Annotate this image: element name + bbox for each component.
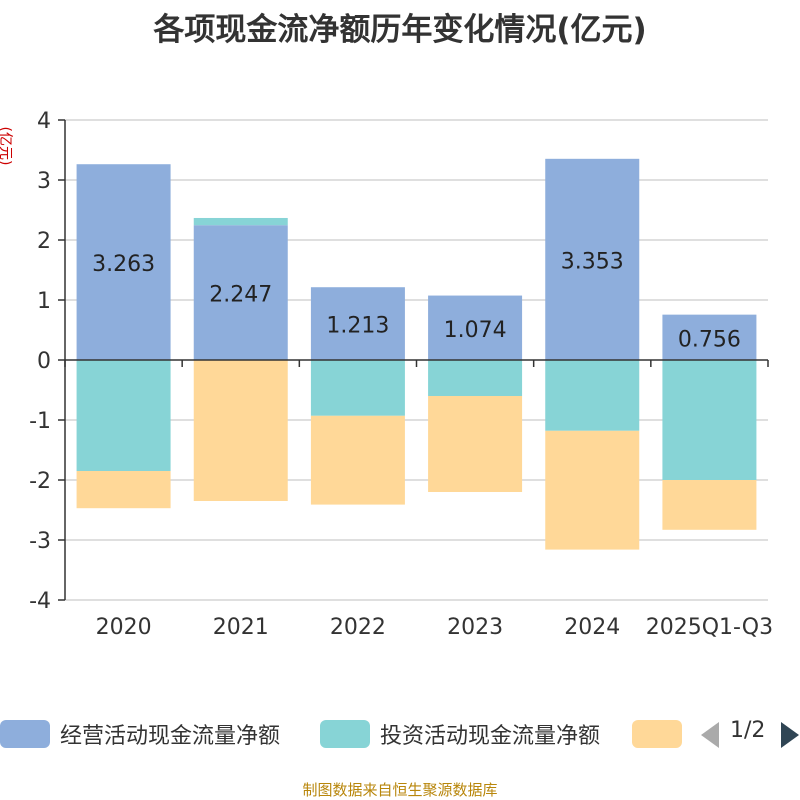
bar-series0-2023 [428, 295, 523, 360]
x-tick-label-2021: 2021 [213, 615, 269, 640]
bar-series2-2020 [76, 471, 171, 509]
bar-series2-2023 [428, 396, 523, 492]
bar-series1-2020 [76, 360, 171, 471]
data-label-2021: 2.247 [209, 283, 272, 308]
y-tick-label: -1 [29, 409, 51, 434]
data-label-2023: 1.074 [444, 318, 507, 343]
data-label-2025Q1-Q3: 0.756 [678, 327, 741, 352]
y-tick-label: -3 [29, 529, 51, 554]
bar-series0-2025Q1-Q3 [662, 314, 757, 360]
x-tick-label-2023: 2023 [447, 615, 503, 640]
legend-label-operating: 经营活动现金流量净额 [60, 724, 281, 749]
legend-swatch-financing [632, 720, 682, 748]
bar-series1-2021 [193, 217, 288, 226]
bar-chart: 4 3 2 1 0 -1 -2 -3 -4 2020 2021 2022 2023 2024 2025Q1-… [29, 109, 773, 640]
bar-series2-2022 [310, 415, 405, 505]
y-tick-label: 0 [37, 349, 51, 374]
bar-series2-2025Q1-Q3 [662, 480, 757, 530]
bar-series0-2020 [76, 164, 171, 360]
x-tick-label-2020: 2020 [96, 615, 152, 640]
data-label-2024: 3.353 [561, 249, 624, 274]
legend-swatch-operating [0, 720, 50, 748]
legend-label-investing: 投资活动现金流量净额 [380, 724, 601, 749]
data-source-note: 制图数据来自恒生聚源数据库 [302, 781, 498, 799]
y-tick-label: -4 [29, 589, 51, 614]
bar-series0-2021 [193, 225, 288, 360]
data-label-2020: 3.263 [92, 252, 155, 277]
bar-series2-2021 [193, 360, 288, 501]
y-tick-label: 4 [37, 109, 51, 134]
x-tick-label-2024: 2024 [564, 615, 620, 640]
bar-series1-2022 [310, 360, 405, 416]
y-tick-label: 2 [37, 229, 51, 254]
bar-series1-2024 [545, 360, 640, 431]
y-tick-label: -2 [29, 469, 51, 494]
legend-page-indicator: 1/2 [730, 718, 766, 743]
bar-series1-2023 [428, 360, 523, 396]
x-tick-label-2025Q1-Q3: 2025Q1-Q3 [646, 615, 773, 640]
bar-series0-2024 [545, 158, 640, 360]
legend-next-page-icon[interactable] [781, 722, 799, 748]
legend-item-financing[interactable] [632, 716, 682, 752]
bar-series0-2022 [310, 287, 405, 360]
legend-prev-page-icon[interactable] [701, 722, 719, 748]
y-tick-label: 1 [37, 289, 51, 314]
legend: 经营活动现金流量净额 投资活动现金流量净额 1/2 [0, 716, 800, 752]
data-label-2022: 1.213 [326, 314, 389, 339]
legend-item-investing[interactable]: 投资活动现金流量净额 [320, 716, 600, 752]
chart-title: 各项现金流净额历年变化情况(亿元) [153, 12, 647, 48]
x-tick-label-2022: 2022 [330, 615, 386, 640]
bar-series2-2024 [545, 430, 640, 550]
legend-item-operating[interactable]: 经营活动现金流量净额 [0, 716, 280, 752]
legend-swatch-investing [320, 720, 370, 748]
bar-series1-2025Q1-Q3 [662, 360, 757, 480]
y-tick-label: 3 [37, 169, 51, 194]
